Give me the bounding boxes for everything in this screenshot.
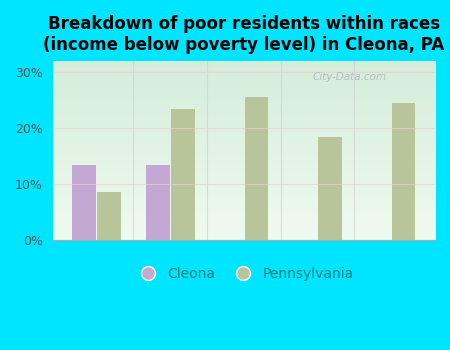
- Text: City-Data.com: City-Data.com: [313, 72, 387, 82]
- Bar: [171, 108, 194, 240]
- Bar: [318, 136, 342, 240]
- Bar: [146, 164, 170, 240]
- Bar: [392, 103, 415, 240]
- Bar: [244, 97, 268, 240]
- Title: Breakdown of poor residents within races
(income below poverty level) in Cleona,: Breakdown of poor residents within races…: [43, 15, 445, 54]
- Legend: Cleona, Pennsylvania: Cleona, Pennsylvania: [128, 262, 359, 287]
- Bar: [72, 164, 96, 240]
- Bar: [98, 193, 121, 240]
